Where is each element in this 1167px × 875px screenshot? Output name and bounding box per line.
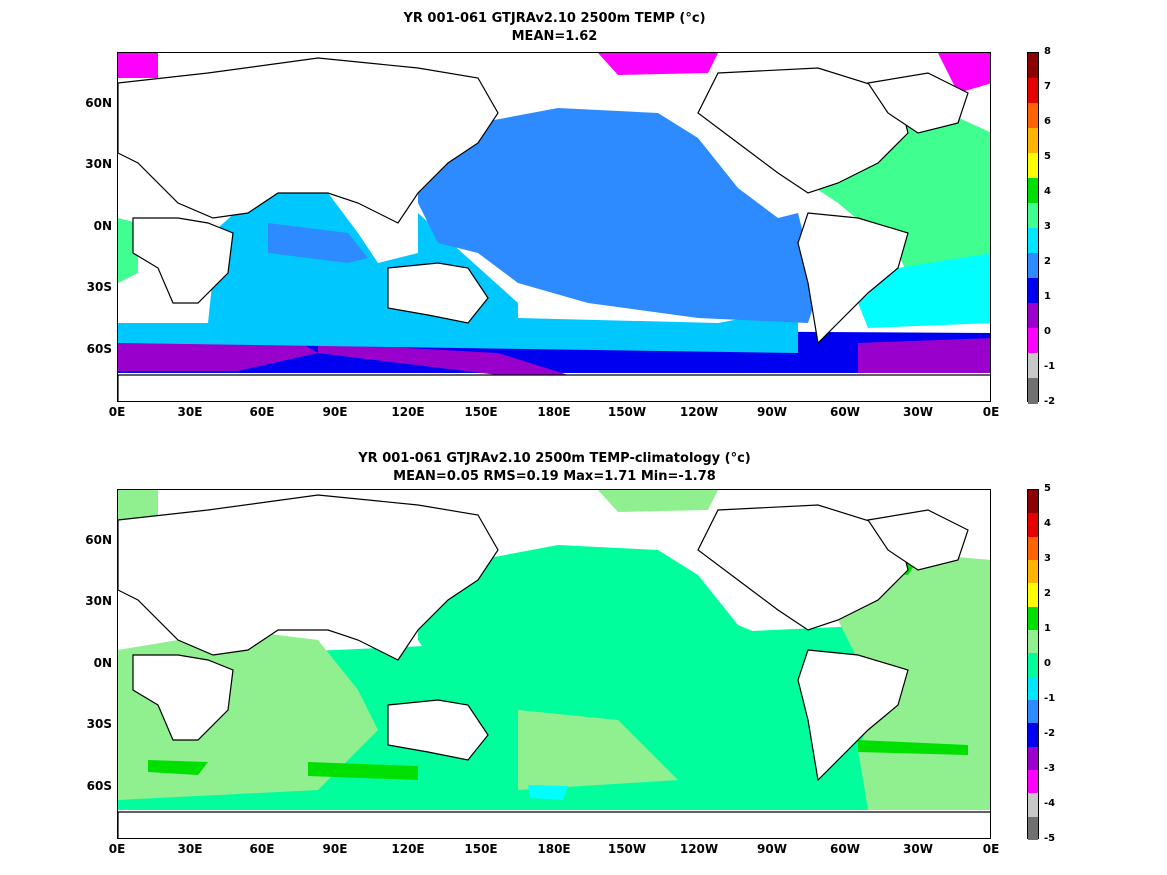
bottom-lon-label: 30E [177,842,203,856]
bottom-lat-label: 60S [86,779,112,793]
colorbar-tick-label: -2 [1044,396,1056,407]
colorbar-segment [1028,513,1038,538]
colorbar-segment [1028,353,1038,379]
top-lon-label: 60E [249,405,275,419]
top-title: YR 001-061 GTJRAv2.10 2500m TEMP (°c) [403,11,706,26]
colorbar-segment [1028,253,1038,279]
bottom-lon-label: 150W [607,842,647,856]
colorbar-tick-label: -1 [1044,693,1056,704]
top-lon-label: 120W [679,405,719,419]
colorbar-segment [1028,278,1038,304]
top-map-field [118,53,990,401]
bottom-lon-label: 120W [679,842,719,856]
bottom-subtitle: MEAN=0.05 RMS=0.19 Max=1.71 Min=-1.78 [393,469,716,484]
colorbar-tick-label: 1 [1044,623,1051,634]
colorbar-tick-label: 8 [1044,46,1051,57]
colorbar-segment [1028,630,1038,654]
colorbar-tick-label: 5 [1044,151,1051,162]
bottom-lon-label: 0E [108,842,126,856]
colorbar-tick-label: 0 [1044,658,1051,669]
bottom-lat-label: 30N [85,594,112,608]
colorbar-tick-label: 6 [1044,116,1051,127]
top-lon-label: 30W [903,405,933,419]
colorbar-segment [1028,583,1038,608]
bottom-lon-label: 90E [322,842,348,856]
top-lon-label: 60W [830,405,860,419]
top-colorbar [1027,52,1039,404]
colorbar-segment [1028,560,1038,584]
top-lon-label: 150W [607,405,647,419]
bottom-lat-label: 0N [93,656,112,670]
top-lon-label: 30E [177,405,203,419]
bottom-map [117,489,991,839]
colorbar-tick-label: 3 [1044,553,1051,564]
top-lon-label: 0E [108,405,126,419]
top-map [117,52,991,402]
colorbar-segment [1028,153,1038,179]
bottom-lon-label: 150E [464,842,498,856]
colorbar-segment [1028,328,1038,354]
colorbar-segment [1028,128,1038,154]
bottom-lon-label: 0E [982,842,1000,856]
colorbar-segment [1028,676,1038,701]
colorbar-tick-label: -5 [1044,833,1056,844]
colorbar-segment [1028,700,1038,724]
top-lon-label: 90E [322,405,348,419]
top-lon-label: 150E [464,405,498,419]
top-lon-label: 120E [391,405,425,419]
colorbar-tick-label: -2 [1044,728,1056,739]
colorbar-tick-label: 4 [1044,186,1051,197]
colorbar-segment [1028,178,1038,204]
bottom-lat-label: 60N [85,533,112,547]
colorbar-tick-label: 1 [1044,291,1051,302]
bottom-panel: YR 001-061 GTJRAv2.10 2500m TEMP-climato… [0,437,1167,875]
bottom-map-field [118,490,990,838]
colorbar-tick-label: 4 [1044,518,1051,529]
colorbar-segment [1028,723,1038,748]
colorbar-tick-label: -1 [1044,361,1056,372]
bottom-lon-label: 60E [249,842,275,856]
top-lat-label: 30N [85,157,112,171]
bottom-lon-label: 30W [903,842,933,856]
top-lon-label: 90W [757,405,787,419]
bottom-lon-label: 60W [830,842,860,856]
top-lat-label: 60N [85,96,112,110]
top-lat-label: 30S [86,280,112,294]
colorbar-segment [1028,536,1038,561]
colorbar-segment [1028,816,1038,841]
colorbar-segment [1028,103,1038,129]
bottom-title: YR 001-061 GTJRAv2.10 2500m TEMP-climato… [358,451,751,466]
colorbar-segment [1028,746,1038,771]
colorbar-segment [1028,203,1038,229]
colorbar-segment [1028,793,1038,818]
bottom-lon-label: 180E [537,842,571,856]
top-panel: YR 001-061 GTJRAv2.10 2500m TEMP (°c) ME… [0,0,1167,437]
top-lat-label: 0N [93,219,112,233]
bottom-colorbar [1027,489,1039,841]
colorbar-segment [1028,53,1038,79]
top-subtitle: MEAN=1.62 [511,29,598,44]
colorbar-tick-label: -3 [1044,763,1056,774]
colorbar-segment [1028,490,1038,514]
colorbar-tick-label: 2 [1044,256,1051,267]
colorbar-segment [1028,78,1038,104]
colorbar-tick-label: 5 [1044,483,1051,494]
top-lat-label: 60S [86,342,112,356]
top-lon-label: 180E [537,405,571,419]
colorbar-tick-label: 0 [1044,326,1051,337]
bottom-lat-label: 30S [86,717,112,731]
colorbar-tick-label: 3 [1044,221,1051,232]
bottom-lon-label: 90W [757,842,787,856]
colorbar-segment [1028,378,1038,404]
colorbar-tick-label: -4 [1044,798,1056,809]
colorbar-segment [1028,303,1038,329]
colorbar-segment [1028,770,1038,794]
top-lon-label: 0E [982,405,1000,419]
colorbar-segment [1028,653,1038,678]
colorbar-segment [1028,228,1038,254]
colorbar-tick-label: 2 [1044,588,1051,599]
colorbar-tick-label: 7 [1044,81,1051,92]
colorbar-segment [1028,606,1038,631]
bottom-lon-label: 120E [391,842,425,856]
